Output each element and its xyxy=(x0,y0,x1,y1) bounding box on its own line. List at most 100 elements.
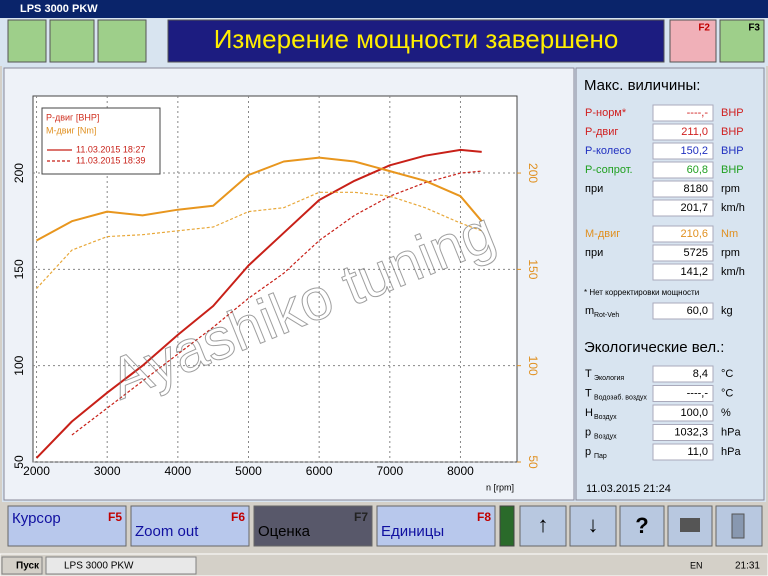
x-axis-label: n [rpm] xyxy=(486,482,514,492)
row-label: P-сопрот. xyxy=(585,164,633,176)
y2-tick-label: 50 xyxy=(526,455,540,469)
key-label: F3 xyxy=(748,23,760,34)
row-value: 210,6 xyxy=(680,228,708,240)
row-value: 11,0 xyxy=(687,446,708,458)
y-tick-label: 100 xyxy=(12,355,26,375)
y2-tick-label: 150 xyxy=(526,259,540,279)
ok-button[interactable] xyxy=(7,19,47,63)
value-box xyxy=(652,104,714,122)
row-label: m xyxy=(585,305,594,317)
x-tick-label: 3000 xyxy=(94,464,121,478)
row-unit: °C xyxy=(721,387,733,399)
row-label: M-двиг xyxy=(585,228,620,240)
title-bar xyxy=(0,0,768,18)
function-button[interactable] xyxy=(130,505,250,547)
x-tick-label: 7000 xyxy=(376,464,403,478)
function-button[interactable] xyxy=(7,505,127,547)
start-label: Пуск xyxy=(16,561,40,572)
row-sub: Rot-Veh xyxy=(594,312,619,319)
value-box xyxy=(652,161,714,179)
row-value: 8,4 xyxy=(693,368,708,380)
row-label: p xyxy=(585,446,591,458)
row-value: 100,0 xyxy=(680,407,708,419)
legend xyxy=(41,107,161,175)
up-button[interactable] xyxy=(519,505,567,547)
button-key: F5 xyxy=(108,510,122,524)
engine-button[interactable] xyxy=(49,19,95,63)
y2-tick-label: 100 xyxy=(526,356,540,376)
value-box xyxy=(652,263,714,281)
value-box xyxy=(652,244,714,262)
x-tick-label: 5000 xyxy=(235,464,262,478)
row-value: 60,0 xyxy=(687,305,708,317)
row-unit: % xyxy=(721,407,731,419)
row-value: 211,0 xyxy=(681,126,708,138)
row-value: ----,- xyxy=(687,107,709,119)
task-button[interactable] xyxy=(45,556,197,575)
row-value: 150,2 xyxy=(680,145,708,157)
value-box xyxy=(652,142,714,160)
row-label: T xyxy=(585,387,592,399)
exit-icon xyxy=(731,513,745,539)
lang: EN xyxy=(690,560,703,570)
status-box xyxy=(167,19,665,63)
row-label: H xyxy=(585,407,593,419)
row-unit: °C xyxy=(721,368,733,380)
values: Макс. виличины: P-норм* ----,- BHP P-двиг 211… xyxy=(584,77,745,495)
down-button[interactable] xyxy=(569,505,617,547)
value-box xyxy=(652,385,714,402)
vehicle-button[interactable] xyxy=(97,19,147,63)
help-button[interactable] xyxy=(619,505,665,547)
x-tick-label: 2000 xyxy=(23,464,50,478)
function-button[interactable] xyxy=(253,505,373,547)
note: * Нет корректировки мощности xyxy=(584,288,699,297)
row-label: P-норм* xyxy=(585,107,627,119)
row-label: при xyxy=(585,247,603,259)
button-key: F7 xyxy=(354,510,368,524)
row-unit: BHP xyxy=(721,107,744,119)
clock: 21:31 xyxy=(735,561,760,572)
legend-title: P-двиг [BHP] xyxy=(46,112,99,122)
series-line xyxy=(36,191,482,290)
row-unit: km/h xyxy=(721,266,745,278)
value-box xyxy=(652,443,714,461)
panel-title: Макс. виличины: xyxy=(584,77,700,94)
row-label: P-двиг xyxy=(585,126,618,138)
row-unit: km/h xyxy=(721,202,745,214)
button-label: Оценка xyxy=(258,523,311,540)
legend-title: M-двиг [Nm] xyxy=(46,125,96,135)
x-tick-label: 4000 xyxy=(164,464,191,478)
y2-tick-label: 200 xyxy=(526,163,540,183)
function-button[interactable] xyxy=(376,505,496,547)
row-unit: hPa xyxy=(721,446,741,458)
print-icon xyxy=(680,518,700,532)
value-box xyxy=(652,404,714,422)
y-tick-label: 200 xyxy=(12,163,26,183)
row-unit: Nm xyxy=(721,228,738,240)
row-value: 5725 xyxy=(684,247,708,259)
row-sub: Воздух xyxy=(594,433,617,440)
row-value: 1032,3 xyxy=(674,426,708,438)
start-button[interactable] xyxy=(1,556,43,575)
chart: 2000 3000 4000 5000 6000 7000 8000 50 100 150 200 5… xyxy=(12,96,540,492)
row-unit: BHP xyxy=(721,145,744,157)
x-tick-label: 8000 xyxy=(447,464,474,478)
window-title: LPS 3000 PKW xyxy=(20,3,98,15)
y-tick-label: 50 xyxy=(12,455,26,469)
row-label: T xyxy=(585,368,592,380)
value-box xyxy=(652,199,714,217)
value-box xyxy=(652,225,714,243)
up-arrow: ↑ xyxy=(538,512,549,537)
row-sub: Пар xyxy=(594,453,607,460)
row-value: 201,7 xyxy=(680,202,708,214)
row-sub: Водозаб. воздух xyxy=(594,393,647,401)
f2-button[interactable] xyxy=(669,19,717,63)
task-label: LPS 3000 PKW xyxy=(64,561,134,572)
f3-button[interactable] xyxy=(719,19,765,63)
row-value: 141,2 xyxy=(680,266,708,278)
row-sub: Экология xyxy=(594,375,624,382)
row-unit: kg xyxy=(721,305,733,317)
value-box xyxy=(652,302,714,320)
value-box xyxy=(652,180,714,198)
